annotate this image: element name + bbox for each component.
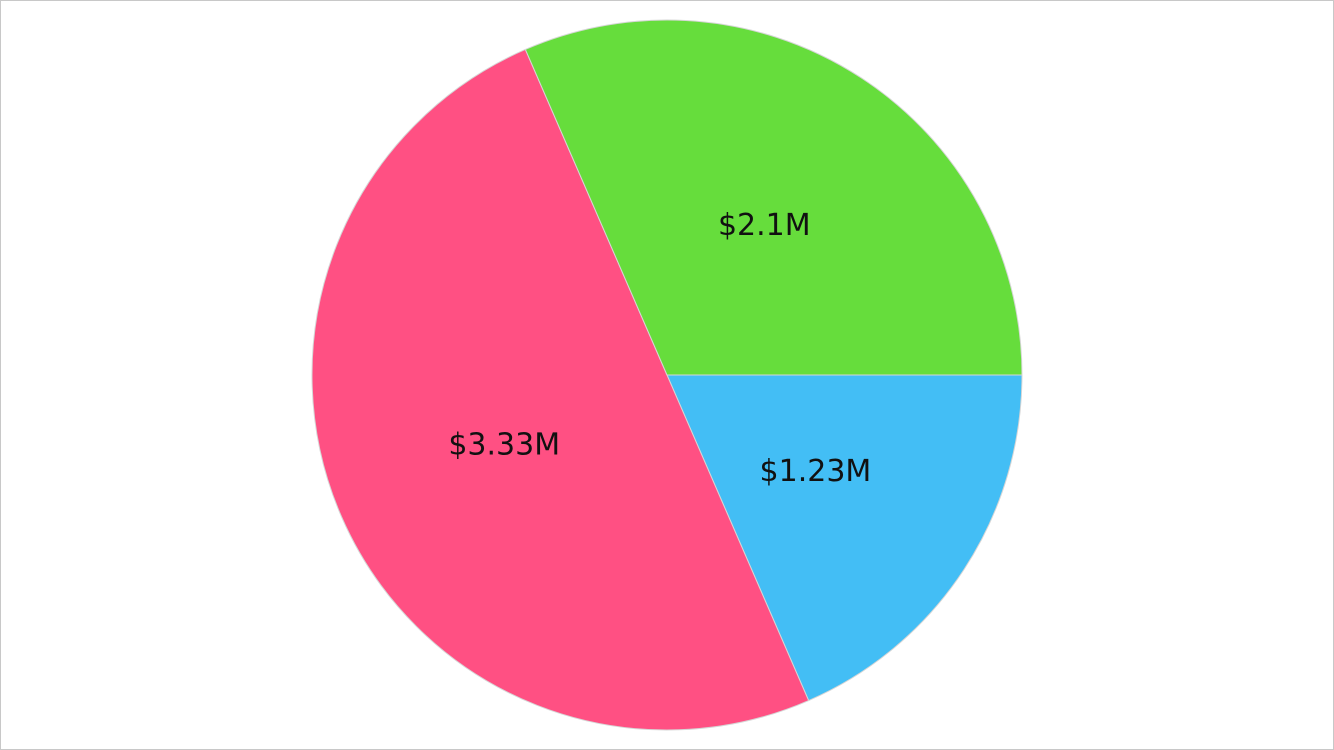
pie-slice-2 [311, 48, 810, 731]
pie-slice-label-2: $3.33M [448, 427, 560, 462]
pie-labels: $1.23M $3.33M $2.1M [448, 208, 871, 489]
pie-slices [311, 19, 1023, 731]
pie-slice-label-1: $1.23M [760, 454, 872, 489]
pie-slice-3 [524, 19, 1023, 376]
pie-slice-label-3: $2.1M [718, 208, 811, 243]
pie-slice-1 [666, 374, 1023, 702]
